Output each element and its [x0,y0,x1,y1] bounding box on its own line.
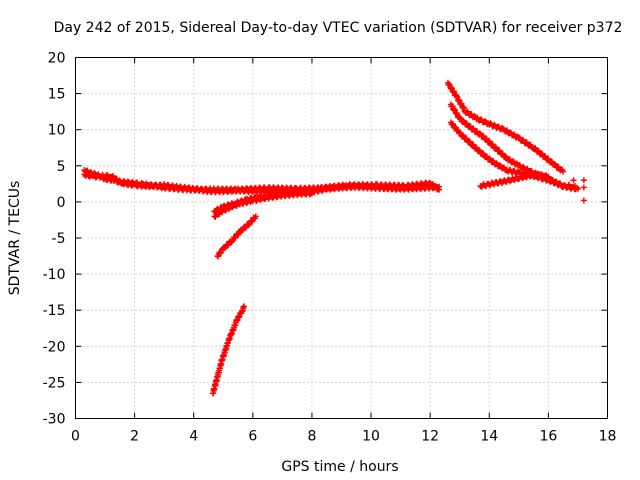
x-axis-title: GPS time / hours [281,459,398,475]
y-tick-label: -25 [43,375,66,391]
y-tick-label: -20 [43,339,66,355]
series-arc-1 [444,79,567,175]
y-tick-label: -30 [43,412,66,428]
x-tick-label: 8 [307,429,316,445]
series-scatter-end [566,177,587,204]
y-tick-label: 10 [48,123,66,139]
y-tick-label: -5 [52,231,66,247]
series-dip-3 [214,213,259,260]
chart-title: Day 242 of 2015, Sidereal Day-to-day VTE… [54,20,623,36]
x-tick-label: 16 [539,429,557,445]
x-tick-label: 12 [421,429,439,445]
x-tick-label: 0 [71,429,80,445]
y-tick-label: 5 [57,159,66,175]
ticks-layer: 0 2 4 6 8 10 12 14 16 18 -30 -25 -20 -15 -10 -5 0 5 10 15 20 [43,51,617,445]
x-tick-label: 14 [480,429,498,445]
series-band-upper [81,171,443,194]
series-arc-4 [477,170,552,190]
x-tick-label: 4 [189,429,198,445]
x-tick-label: 18 [599,429,617,445]
points-layer [81,79,587,397]
series-dip-4 [209,303,247,397]
x-tick-label: 10 [362,429,380,445]
series-dip-2 [211,188,298,215]
y-tick-label: 15 [48,87,66,103]
y-tick-label: 20 [48,51,66,67]
y-tick-label: -10 [43,267,66,283]
x-tick-label: 6 [248,429,257,445]
y-axis-title: SDTVAR / TECUs [7,181,23,296]
grid-layer [75,57,608,419]
x-tick-label: 2 [130,429,139,445]
y-tick-label: -15 [43,303,66,319]
y-tick-label: 0 [57,195,66,211]
